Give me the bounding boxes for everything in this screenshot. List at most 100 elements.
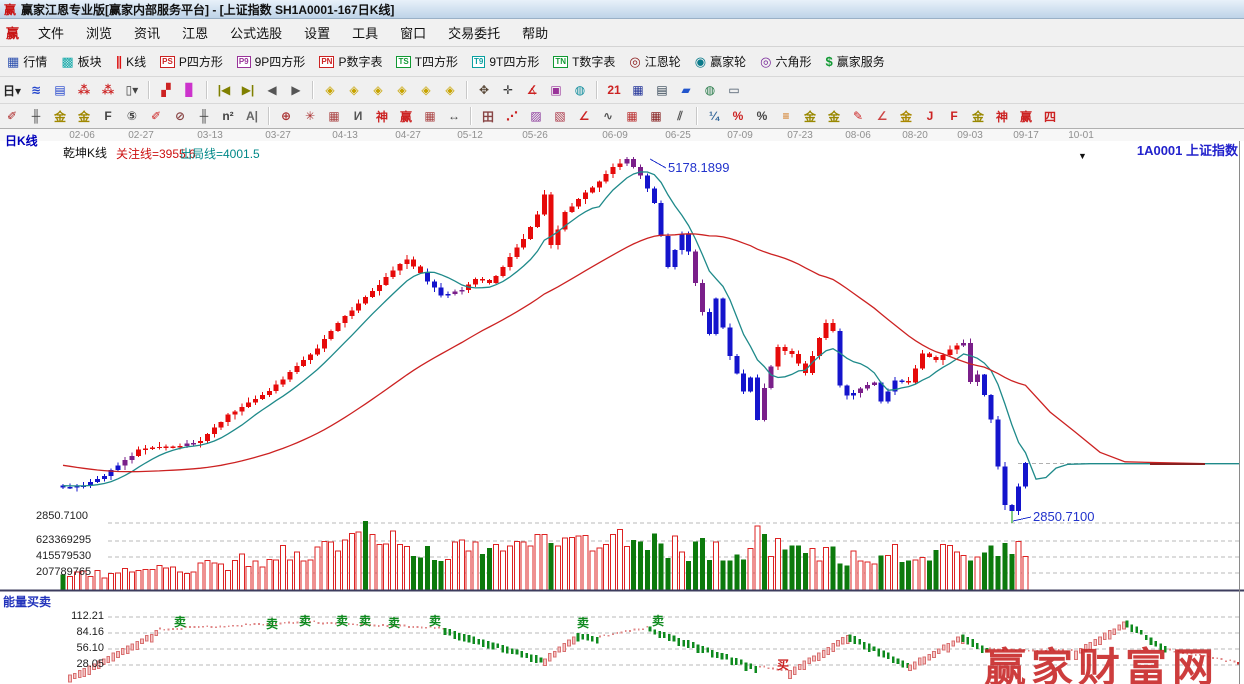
prev-bar-icon[interactable]: ◀ — [267, 83, 277, 97]
menu-item-公式选股[interactable]: 公式选股 — [230, 26, 283, 41]
gold-gate-1-icon[interactable]: 金 — [53, 109, 66, 124]
grid-123-icon[interactable]: ▦ — [424, 109, 436, 123]
chevron-down-icon[interactable]: ▼ — [1078, 151, 1087, 161]
gann-box-icon[interactable]: 田 — [481, 109, 494, 124]
red-chart-icon[interactable]: ▞ — [161, 83, 171, 97]
notepad-icon[interactable]: ▤ — [656, 83, 668, 97]
zoom-area-icon[interactable]: ≋ — [30, 83, 42, 97]
grid-fan-box-icon[interactable]: ▧ — [554, 109, 566, 123]
info-doc-icon[interactable]: ▤ — [54, 83, 66, 97]
9p-square-button[interactable]: P9 9P四方形 — [232, 51, 310, 72]
title-bar[interactable]: 赢 赢家江恩专业版[赢家内部服务平台] - [上证指数 SH1A0001-167… — [0, 0, 1244, 19]
diamond-v-expand-icon[interactable]: ◈ — [397, 83, 407, 97]
gold-circle-icon[interactable]: 金 — [803, 109, 816, 124]
t-square-button[interactable]: TS T四方形 — [391, 51, 463, 72]
overlay-9-icon[interactable]: ⁂ — [101, 83, 115, 97]
shen-tool-icon[interactable]: 神 — [375, 109, 388, 124]
menu-item-资讯[interactable]: 资讯 — [134, 26, 161, 41]
menu-item-交易委托[interactable]: 交易委托 — [448, 26, 501, 41]
last-bar-icon[interactable]: ▶| — [241, 83, 255, 97]
percent-levels-icon[interactable]: ≡ — [782, 109, 790, 123]
angle-measure-icon[interactable]: ∡ — [526, 83, 538, 97]
gold-gate-2-icon[interactable]: 金 — [77, 109, 90, 124]
fan-box-icon[interactable]: ▨ — [530, 109, 542, 123]
calculator-icon[interactable]: ▦ — [632, 83, 644, 97]
period-day-dropdown-icon[interactable]: 日▾ — [2, 83, 22, 98]
web-export-icon[interactable]: ◍ — [704, 83, 716, 97]
marker-pen-icon[interactable]: ✎ — [852, 109, 864, 123]
quarter-levels-icon[interactable]: ¼ — [708, 109, 719, 123]
percent-icon[interactable]: % — [756, 109, 768, 123]
menu-item-江恩[interactable]: 江恩 — [182, 26, 209, 41]
dark-grid-icon[interactable]: ▦ — [650, 109, 662, 123]
percent-red-icon[interactable]: % — [732, 109, 744, 123]
p-square-button[interactable]: PS P四方形 — [155, 51, 228, 72]
document-logo-icon[interactable]: 赢 — [6, 26, 20, 41]
gann-line-icon[interactable]: ╫ — [31, 109, 41, 123]
five-spiral-icon[interactable]: ⑤ — [126, 109, 138, 123]
first-bar-icon[interactable]: |◀ — [217, 83, 231, 97]
kline-button[interactable]: ∥ K线 — [111, 51, 152, 72]
gold-red-icon[interactable]: 金 — [899, 109, 912, 124]
color-histogram-icon[interactable]: ▊ — [185, 83, 195, 97]
square-grid-icon[interactable]: ▦ — [328, 109, 340, 123]
ying-tool-icon[interactable]: 赢 — [399, 109, 412, 124]
save-floppy-icon[interactable]: ▰ — [681, 83, 691, 97]
chart-surface[interactable] — [0, 141, 1244, 684]
j-angle-icon[interactable]: J — [926, 109, 934, 123]
range-arrow-icon[interactable]: ↔ — [448, 109, 460, 123]
ying-angle-icon[interactable]: 赢 — [1019, 109, 1032, 124]
angle-set-icon[interactable]: ∠ — [578, 109, 590, 123]
candle-style-dropdown-icon[interactable]: ▯▾ — [125, 83, 139, 97]
sectors-button[interactable]: ▩ 板块 — [56, 51, 106, 72]
diamond-right-icon[interactable]: ◈ — [349, 83, 359, 97]
circle-cross-icon[interactable]: ⊕ — [280, 109, 292, 123]
menu-item-设置[interactable]: 设置 — [304, 26, 331, 41]
f-line-icon[interactable]: F — [104, 109, 112, 123]
red-pen-icon[interactable]: ✐ — [150, 109, 162, 123]
menu-item-文件[interactable]: 文件 — [38, 26, 65, 41]
fan-lines-icon[interactable]: ⋰ — [506, 109, 518, 123]
menu-item-工具[interactable]: 工具 — [352, 26, 379, 41]
draw-pen-icon[interactable]: ✐ — [6, 109, 18, 123]
diamond-center-icon[interactable]: ◈ — [445, 83, 455, 97]
time-clock-icon[interactable]: ⊘ — [174, 109, 186, 123]
n-square-icon[interactable]: n² — [222, 109, 234, 123]
diamond-h-expand-icon[interactable]: ◈ — [373, 83, 383, 97]
p-number-table-button[interactable]: PN P数字表 — [314, 51, 387, 72]
9t-square-button[interactable]: T9 9T四方形 — [467, 51, 544, 72]
teal-pattern-icon[interactable]: ◍ — [574, 83, 586, 97]
a-angle-icon[interactable]: ∠ — [876, 109, 888, 123]
menu-item-窗口[interactable]: 窗口 — [400, 26, 427, 41]
menu-item-帮助[interactable]: 帮助 — [522, 26, 549, 41]
parallel-lines-icon[interactable]: ⫽ — [677, 108, 683, 123]
zigzag-icon[interactable]: И — [353, 109, 363, 123]
wave-line-icon[interactable]: ∿ — [602, 109, 614, 123]
overlay-3-icon[interactable]: ⁂ — [77, 83, 91, 97]
diamond-cross-icon[interactable]: ◈ — [421, 83, 431, 97]
star-rays-icon[interactable]: ✳ — [304, 109, 316, 123]
next-bar-icon[interactable]: ▶ — [291, 83, 301, 97]
kline-chart[interactable] — [0, 141, 1244, 684]
calendar-21-icon[interactable]: 21 — [607, 83, 621, 97]
gold-angle-icon[interactable]: 金 — [971, 109, 984, 124]
menu-item-浏览[interactable]: 浏览 — [86, 26, 113, 41]
winner-wheel-button[interactable]: ◉ 赢家轮 — [690, 51, 751, 72]
pan-hand-icon[interactable]: ✥ — [478, 83, 490, 97]
f-angle-icon[interactable]: F — [950, 109, 958, 123]
shen-angle-icon[interactable]: 神 — [995, 109, 1008, 124]
winner-service-button[interactable]: $ 赢家服务 — [820, 51, 889, 72]
time-grid-icon[interactable]: ╫ — [199, 109, 209, 123]
red-grid-icon[interactable]: ▦ — [626, 109, 638, 123]
gold-levels-icon[interactable]: 金 — [827, 109, 840, 124]
printer-icon[interactable]: ▭ — [728, 83, 740, 97]
t-number-table-button[interactable]: TN T数字表 — [548, 51, 620, 72]
gann-wheel-button[interactable]: ◎ 江恩轮 — [624, 51, 685, 72]
purple-pattern-icon[interactable]: ▣ — [550, 83, 562, 97]
diamond-left-icon[interactable]: ◈ — [325, 83, 335, 97]
si-angle-icon[interactable]: 四 — [1043, 109, 1056, 124]
quotes-button[interactable]: ▦ 行情 — [2, 51, 52, 72]
hexagon-button[interactable]: ◎ 六角形 — [755, 51, 816, 72]
a-line-icon[interactable]: A| — [245, 109, 259, 123]
crosshair-icon[interactable]: ✛ — [502, 83, 514, 97]
